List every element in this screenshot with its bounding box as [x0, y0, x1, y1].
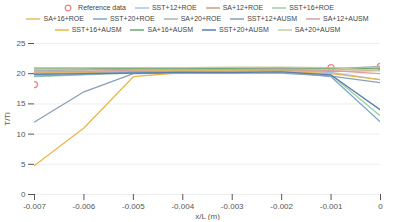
html-text:SA+16+ROE: SA+16+ROE	[43, 15, 84, 22]
svg-text:x/L (m): x/L (m)	[195, 212, 220, 221]
svg-text:-0.006: -0.006	[73, 202, 96, 211]
svg-text:-0.007: -0.007	[23, 202, 46, 211]
html-text:SA+12+AUSM: SA+12+AUSM	[323, 15, 369, 22]
svg-text:-0.002: -0.002	[270, 202, 293, 211]
html-text:SA+20+ROE: SA+20+ROE	[180, 15, 222, 22]
svg-text:-0.005: -0.005	[122, 202, 145, 211]
svg-text:5: 5	[21, 160, 26, 169]
svg-text:10: 10	[17, 130, 26, 139]
svg-text:15: 15	[17, 99, 26, 108]
html-text:SST+16+ROE: SST+16+ROE	[289, 4, 334, 11]
html-text:SA+12+ROE: SA+12+ROE	[222, 4, 264, 11]
svg-text:-0.001: -0.001	[320, 202, 343, 211]
svg-text:0: 0	[378, 202, 383, 211]
svg-text:0: 0	[21, 190, 26, 199]
html-text:SST+12+AUSM: SST+12+AUSM	[247, 15, 297, 22]
html-text:Reference data: Reference data	[78, 4, 126, 11]
svg-text:20: 20	[17, 69, 26, 78]
html-text:SST+12+ROE: SST+12+ROE	[152, 4, 197, 11]
html-text:SA+20+AUSM: SA+20+AUSM	[294, 26, 341, 33]
svg-text:T/Ti: T/Ti	[3, 112, 12, 126]
html-text:SST+16+AUSM: SST+16+AUSM	[71, 26, 122, 33]
svg-text:-0.004: -0.004	[171, 202, 194, 211]
html-text:SA+16+AUSM: SA+16+AUSM	[147, 26, 193, 33]
html-text:SST+20+AUSM: SST+20+AUSM	[219, 26, 269, 33]
html-text:SST+20+ROE: SST+20+ROE	[110, 15, 155, 22]
svg-text:25: 25	[17, 39, 26, 48]
svg-text:-0.003: -0.003	[221, 202, 244, 211]
